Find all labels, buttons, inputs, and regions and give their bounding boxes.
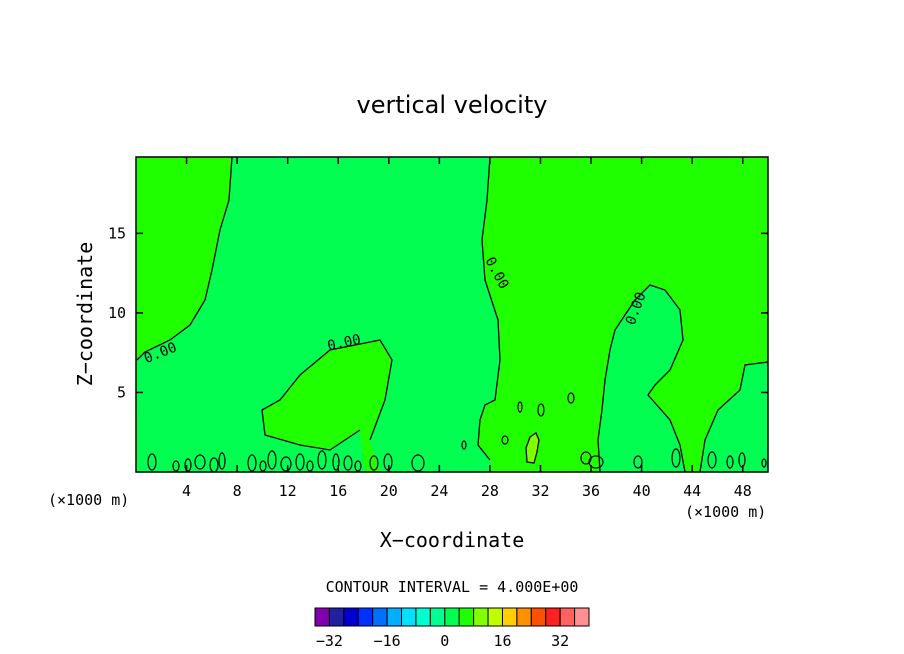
contour-cell	[671, 448, 681, 468]
colorbar-tick-label: −16	[374, 632, 401, 650]
colorbar-swatch	[328, 607, 345, 627]
colorbar-swatch	[429, 607, 446, 627]
colorbar-swatch	[516, 607, 532, 627]
negative-velocity-region-left	[136, 157, 232, 472]
contour-cell	[259, 460, 267, 472]
contour-cell	[567, 392, 575, 404]
colorbar	[314, 607, 590, 627]
colorbar-swatch	[314, 607, 330, 627]
x-tick-label: 24	[430, 482, 448, 500]
colorbar-tick-label: 16	[493, 632, 511, 650]
contour-cell	[194, 454, 206, 470]
colorbar-swatch	[559, 607, 576, 627]
x-tick-label: 16	[329, 482, 347, 500]
contour-cell	[537, 403, 545, 417]
negative-velocity-region-middle	[232, 157, 500, 472]
contour-cell	[761, 458, 767, 468]
contour-cell	[280, 456, 292, 472]
contour-cell	[267, 450, 277, 470]
contour-label: 0.00	[326, 332, 362, 355]
contour-cell	[247, 454, 257, 472]
contour-cell	[707, 451, 717, 469]
contour-cell	[172, 460, 180, 472]
colorbar-swatch	[343, 607, 359, 627]
contour-cell	[369, 455, 379, 471]
y-tick-labels: 5 10 15	[108, 224, 126, 401]
contour-cell	[633, 455, 643, 469]
contour-cell	[411, 454, 425, 472]
colorbar-swatch	[372, 607, 388, 627]
colorbar-tick-label: −32	[316, 632, 343, 650]
contour-cell	[726, 455, 734, 469]
x-tick-label: 4	[182, 482, 191, 500]
chart-title: vertical velocity	[357, 91, 548, 119]
contour-cell	[501, 435, 509, 445]
x-tick-label: 32	[531, 482, 549, 500]
colorbar-swatch	[530, 607, 547, 627]
contour-interval-text: CONTOUR INTERVAL = 4.000E+00	[326, 578, 579, 596]
colorbar-swatch	[444, 607, 460, 627]
x-tick-label: 12	[279, 482, 297, 500]
contour-line	[261, 339, 393, 451]
plot-frame	[135, 156, 769, 473]
y-axis-label: Z−coordinate	[73, 242, 97, 387]
colorbar-swatch	[574, 607, 590, 627]
colorbar-swatch	[401, 607, 417, 627]
colorbar-swatch	[473, 607, 489, 627]
contour-cell	[184, 458, 192, 472]
plot-area	[135, 156, 769, 473]
x-tick-label: 28	[481, 482, 499, 500]
x-tick-label: 40	[633, 482, 651, 500]
x-tick-label: 36	[582, 482, 600, 500]
colorbar-swatch	[501, 607, 518, 627]
contour-cell	[332, 453, 340, 471]
contour-cell	[147, 453, 157, 471]
contour-cell	[517, 401, 523, 413]
colorbar-swatch	[545, 607, 561, 627]
contour-cell	[588, 455, 604, 469]
x-tick-labels: 4 8 12 16 20 24 28 32 36 40 44 48	[182, 482, 752, 500]
contour-cell	[218, 452, 226, 470]
y-tick-label: 5	[117, 383, 126, 401]
contour-line	[477, 156, 501, 461]
x-tick-label: 48	[734, 482, 752, 500]
colorbar-swatch	[386, 607, 403, 627]
x-axis-label: X−coordinate	[380, 528, 525, 552]
contour-line	[136, 156, 233, 361]
contour-cell	[343, 455, 353, 471]
x-tick-label: 8	[233, 482, 242, 500]
y-tick-label: 15	[108, 224, 126, 242]
axis-ticks	[136, 157, 768, 472]
contour-cell	[317, 450, 327, 470]
contour-line	[597, 284, 686, 473]
contour-line	[699, 361, 769, 473]
colorbar-swatch	[458, 607, 475, 627]
y-axis-unit: (×1000 m)	[48, 491, 129, 509]
contour-cell	[383, 453, 393, 471]
x-tick-label: 44	[683, 482, 701, 500]
y-tick-label: 10	[108, 304, 126, 322]
colorbar-tick-label: 0	[440, 632, 449, 650]
contour-cell	[354, 460, 362, 472]
colorbar-swatch	[415, 607, 431, 627]
colorbar-swatch	[357, 607, 374, 627]
contour-line	[525, 432, 540, 464]
zero-contour-lines	[136, 156, 769, 473]
contour-cell	[461, 440, 467, 450]
colorbar-swatch	[487, 607, 503, 627]
colorbar-tick-label: 32	[551, 632, 569, 650]
colorbar-labels: −32 −16 0 16 32	[316, 632, 569, 650]
contour-cell	[295, 453, 305, 471]
contour-cell	[306, 460, 314, 472]
x-axis-unit: (×1000 m)	[685, 503, 766, 521]
negative-velocity-region-right	[598, 285, 768, 472]
x-tick-label: 20	[380, 482, 398, 500]
